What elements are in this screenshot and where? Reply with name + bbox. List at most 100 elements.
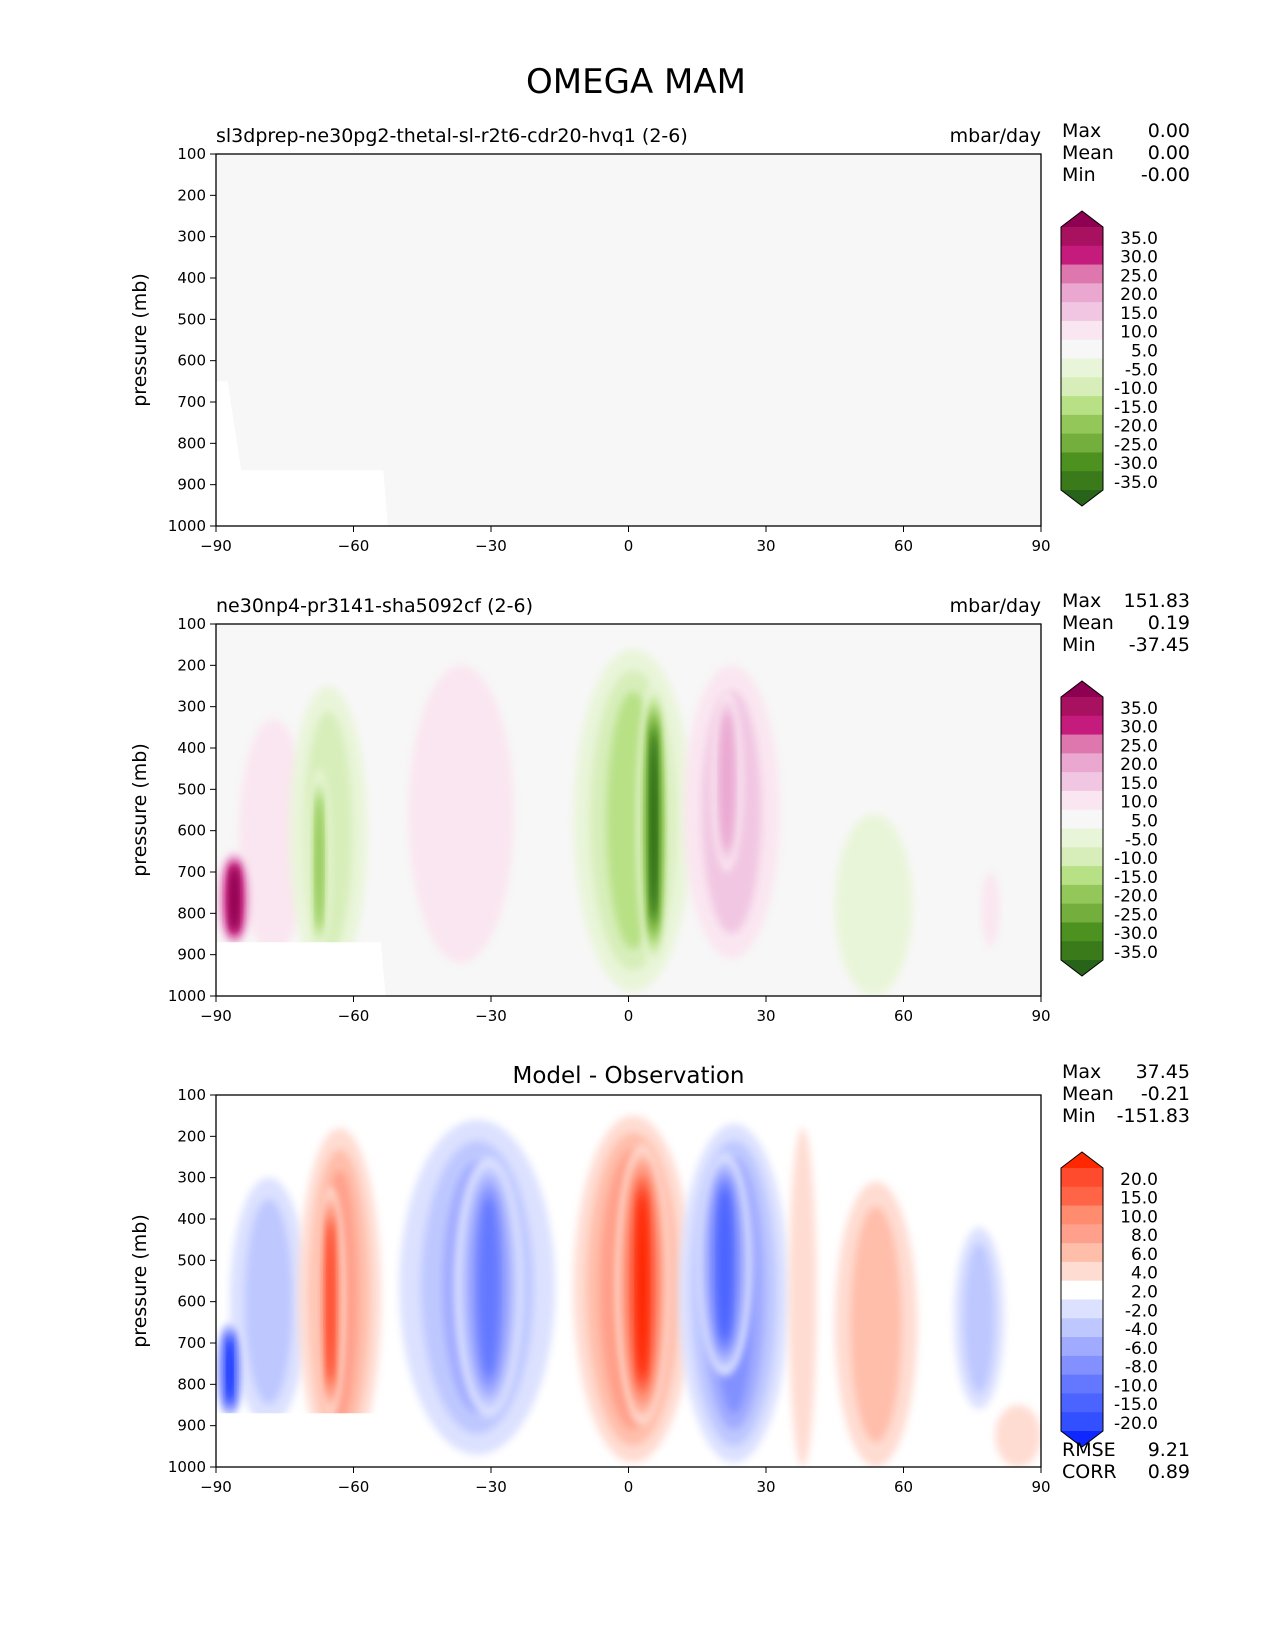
colorbar-segment (1061, 922, 1103, 942)
figure-title: OMEGA MAM (526, 62, 746, 102)
colorbar-outline (1060, 210, 1104, 507)
colorbar-segment (1061, 1205, 1103, 1225)
stat-label: Max (1062, 1061, 1101, 1083)
panel-title: Model - Observation (512, 1063, 744, 1089)
colorbar-extend-top (1061, 1152, 1103, 1168)
colorbar-label: -10.0 (1114, 379, 1158, 399)
colorbar-label: -15.0 (1114, 868, 1158, 888)
colorbar-segment (1061, 433, 1103, 453)
y-tick-label: 500 (177, 780, 206, 798)
panel-reference: −90 −60 −30 0 30 60 90 100 200 300 400 500 600 700 800… (129, 590, 1190, 1025)
colorbar: 35.030.025.020.015.010.05.0-5.0-10.0-15.… (1060, 680, 1158, 977)
colorbar-label: -8.0 (1125, 1358, 1158, 1378)
colorbar-label: -30.0 (1114, 454, 1158, 474)
x-tick-label: 60 (894, 1478, 913, 1496)
x-tick-label: 30 (756, 1478, 775, 1496)
stat-value: -0.21 (1141, 1083, 1190, 1105)
colorbar-label: -10.0 (1114, 1376, 1158, 1396)
colorbar-segment (1061, 1337, 1103, 1357)
colorbar-label: 4.0 (1131, 1264, 1158, 1284)
y-tick-label: 1000 (168, 517, 206, 535)
x-tick-label: 0 (624, 1478, 634, 1496)
colorbar-segment (1061, 1355, 1103, 1376)
missing-data-region (216, 942, 386, 996)
contour-region (636, 1194, 649, 1376)
colorbar-segment (1061, 1299, 1103, 1319)
y-tick-label: 100 (177, 145, 206, 163)
contour-field (216, 1115, 1041, 1467)
colorbar-label: -15.0 (1114, 1395, 1158, 1415)
colorbar-label: 10.0 (1120, 323, 1158, 343)
y-tick-label: 300 (177, 698, 206, 716)
colorbar-segment (1061, 358, 1103, 378)
colorbar-extend-top (1061, 681, 1103, 697)
y-tick-label: 900 (177, 1417, 206, 1435)
panel-units: mbar/day (950, 125, 1041, 147)
colorbar-outline (1060, 680, 1104, 977)
x-tick-label: 60 (894, 1007, 913, 1025)
colorbar-segment (1061, 1280, 1103, 1300)
y-tick-label: 600 (177, 822, 206, 840)
colorbar-segment (1061, 772, 1103, 792)
panel-title: sl3dprep-ne30pg2-thetal-sl-r2t6-cdr20-hv… (216, 125, 688, 147)
x-tick-label: −30 (475, 1007, 507, 1025)
colorbar-label: -35.0 (1114, 473, 1158, 493)
colorbar-extend-bottom (1061, 490, 1103, 506)
x-tick-label: −60 (338, 1478, 370, 1496)
stat-label: Mean (1062, 612, 1114, 634)
colorbar-label: -6.0 (1125, 1339, 1158, 1359)
plot-area (216, 154, 1041, 526)
stat-label: Min (1062, 164, 1096, 186)
x-tick-label: −60 (338, 1007, 370, 1025)
colorbar-segment (1061, 1412, 1103, 1432)
y-tick-label: 800 (177, 1375, 206, 1393)
colorbar-segment (1061, 396, 1103, 416)
colorbar-label: 15.0 (1120, 1189, 1158, 1209)
missing-data-region (216, 381, 388, 526)
stat-value: 0.19 (1148, 612, 1190, 634)
stat-value: -151.83 (1117, 1105, 1190, 1127)
stat-label: Min (1062, 634, 1096, 656)
x-tick-label: −30 (475, 1478, 507, 1496)
y-tick-label: 200 (177, 1127, 206, 1145)
stat-value: 0.00 (1148, 142, 1190, 164)
y-tick-label: 600 (177, 1293, 206, 1311)
contour-region (963, 1243, 995, 1394)
corr-label: CORR (1062, 1461, 1117, 1483)
contour-region (850, 1206, 902, 1443)
colorbar-segment (1061, 302, 1103, 322)
stat-label: Max (1062, 590, 1101, 612)
contour-region (327, 1225, 334, 1378)
colorbar-segment (1061, 1261, 1103, 1282)
colorbar-segment (1061, 1318, 1103, 1338)
colorbar-label: 5.0 (1131, 812, 1158, 832)
y-tick-label: 500 (177, 310, 206, 328)
corr-value: 0.89 (1148, 1461, 1190, 1483)
colorbar-label: -20.0 (1114, 1414, 1158, 1434)
y-axis-label: pressure (mb) (129, 1214, 151, 1348)
colorbar-segment (1061, 697, 1103, 717)
colorbar-segment (1061, 227, 1103, 247)
contour-region (718, 1190, 732, 1339)
y-tick-label: 200 (177, 186, 206, 204)
colorbar-segment (1061, 1186, 1103, 1207)
y-tick-label: 600 (177, 352, 206, 370)
colorbar-segment (1061, 283, 1103, 303)
contour-region (408, 665, 514, 963)
y-tick-label: 700 (177, 863, 206, 881)
colorbar-segment (1061, 941, 1103, 961)
y-tick-label: 900 (177, 946, 206, 964)
y-tick-label: 1000 (168, 987, 206, 1005)
colorbar-label: 2.0 (1131, 1283, 1158, 1303)
y-tick-label: 800 (177, 434, 206, 452)
x-tick-label: −90 (200, 1478, 232, 1496)
colorbar-label: -2.0 (1125, 1301, 1158, 1321)
colorbar-label: -4.0 (1125, 1320, 1158, 1340)
colorbar-segment (1061, 1243, 1103, 1263)
y-tick-label: 700 (177, 393, 206, 411)
stat-value: -37.45 (1129, 634, 1190, 656)
colorbar-segment (1061, 1168, 1103, 1188)
colorbar-label: -15.0 (1114, 398, 1158, 418)
stat-value: 151.83 (1124, 590, 1190, 612)
contour-region (315, 795, 324, 928)
